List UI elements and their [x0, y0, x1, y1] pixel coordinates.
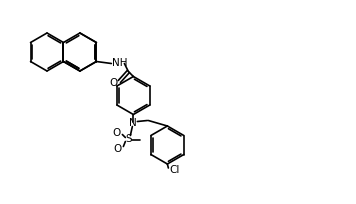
- Text: S: S: [125, 134, 132, 144]
- Text: N: N: [130, 118, 137, 128]
- Text: O: O: [109, 78, 117, 88]
- Text: O: O: [113, 144, 121, 154]
- Text: O: O: [112, 128, 120, 137]
- Text: Cl: Cl: [169, 165, 180, 175]
- Text: NH: NH: [112, 59, 128, 69]
